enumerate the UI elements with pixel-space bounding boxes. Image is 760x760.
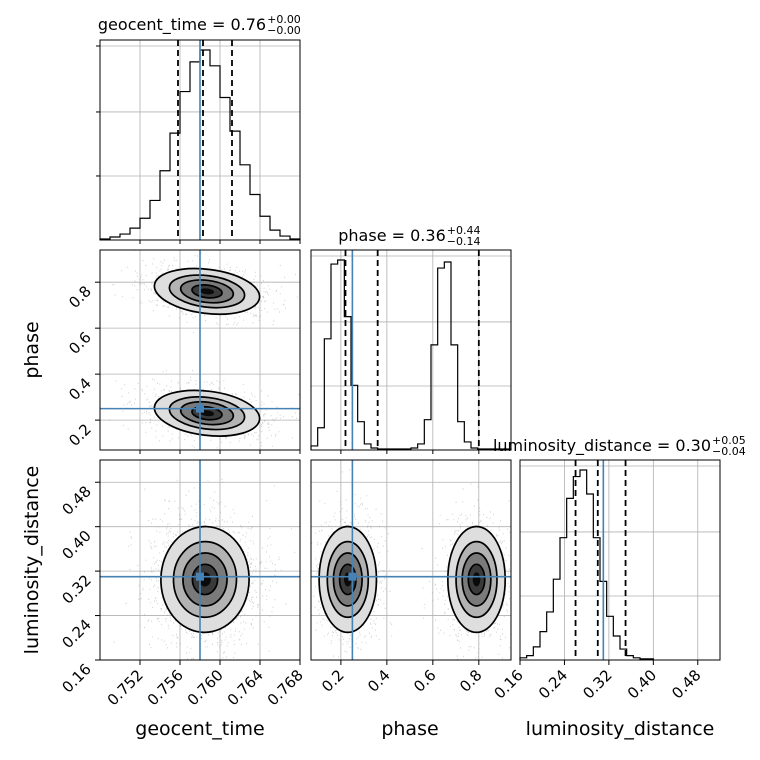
axes-frame-2-2	[519, 459, 721, 661]
y-axis-label: phase	[21, 321, 43, 378]
density-fill	[472, 572, 481, 587]
contour-line	[447, 525, 507, 634]
truth-marker	[196, 572, 204, 581]
x-axis-label: luminosity_distance	[526, 718, 715, 740]
contour-line	[160, 525, 250, 634]
title-text: luminosity_distance = 0.30	[493, 436, 711, 456]
contour-line	[153, 267, 261, 316]
panel-title-luminosity_distance: luminosity_distance = 0.30 +0.05−0.04	[493, 434, 746, 458]
contour-line	[318, 525, 378, 634]
x-tick-label: 0.32	[579, 666, 615, 702]
truth-marker	[348, 572, 357, 581]
title-text: phase = 0.36	[338, 226, 445, 245]
title-minus: −0.00	[267, 24, 301, 37]
title-text: geocent_time = 0.76	[98, 15, 266, 35]
contour-line	[191, 284, 223, 299]
contour-line	[191, 405, 223, 421]
x-tick-label: 0.6	[410, 666, 440, 696]
panel-title-geocent_time: geocent_time = 0.76 +0.00−0.00	[98, 13, 301, 37]
panel-title-phase: phase = 0.36 +0.44−0.14	[338, 224, 480, 248]
density-fill	[199, 288, 215, 295]
y-tick-label: 0.8	[65, 282, 95, 312]
x-tick-label: 0.48	[668, 666, 704, 702]
histogram-luminosity_distance	[519, 469, 654, 660]
x-tick-label: 0.760	[184, 666, 227, 709]
contour-line	[467, 563, 486, 596]
contour-line	[191, 563, 219, 596]
x-tick-label: 0.24	[535, 666, 571, 702]
contour-line	[461, 552, 492, 607]
axes-frame-2-0	[99, 459, 301, 661]
x-tick-label: 0.764	[224, 666, 267, 709]
axes-frame-1-0	[99, 249, 301, 451]
title-minus: −0.04	[712, 445, 746, 458]
y-tick-label: 0.6	[65, 328, 95, 358]
contour-line	[153, 389, 261, 437]
title-plus: +0.44	[447, 224, 481, 237]
contour-line	[179, 279, 235, 304]
contour-line	[326, 540, 370, 619]
y-tick-label: 0.40	[58, 527, 94, 563]
y-tick-label: 0.24	[58, 616, 94, 652]
title-plus: +0.05	[712, 434, 746, 447]
contour-line	[168, 274, 246, 309]
histogram-phase	[310, 259, 512, 450]
title-minus: −0.14	[447, 235, 481, 248]
y-tick-label: 0.32	[58, 571, 94, 607]
y-tick-label: 0.2	[65, 420, 95, 450]
density-phase_vs_geocent_time	[100, 250, 300, 450]
x-tick-label: 0.40	[624, 666, 660, 702]
x-tick-label: 0.752	[104, 666, 147, 709]
y-tick-label: 0.48	[58, 482, 94, 518]
x-tick-label: 0.2	[318, 666, 348, 696]
contour-line	[182, 552, 228, 607]
contour-line	[332, 552, 363, 607]
contour-line	[172, 540, 238, 619]
x-axis-label: phase	[381, 718, 438, 740]
x-tick-label: 0.8	[456, 666, 486, 696]
axes-frame-0-0	[99, 39, 301, 241]
y-axis-label: luminosity_distance	[21, 466, 43, 655]
axes-frame-2-1	[310, 459, 512, 661]
contour-line	[455, 540, 498, 619]
contour-line	[179, 400, 235, 426]
density-luminosity_distance_vs_phase	[311, 460, 511, 660]
axes-frame-1-1	[310, 249, 512, 451]
y-tick-label: 0.16	[58, 660, 94, 696]
truth-marker	[196, 404, 204, 413]
title-plus: +0.00	[267, 13, 301, 26]
x-tick-label: 0.756	[144, 666, 187, 709]
density-luminosity_distance_vs_geocent_time	[100, 460, 300, 660]
x-axis-label: geocent_time	[135, 718, 264, 740]
x-tick-label: 0.768	[264, 666, 307, 709]
panel-bg-2-2	[520, 460, 720, 660]
x-tick-label: 0.4	[364, 666, 394, 696]
y-tick-label: 0.4	[65, 374, 95, 404]
x-tick-label: 0.16	[490, 666, 526, 702]
